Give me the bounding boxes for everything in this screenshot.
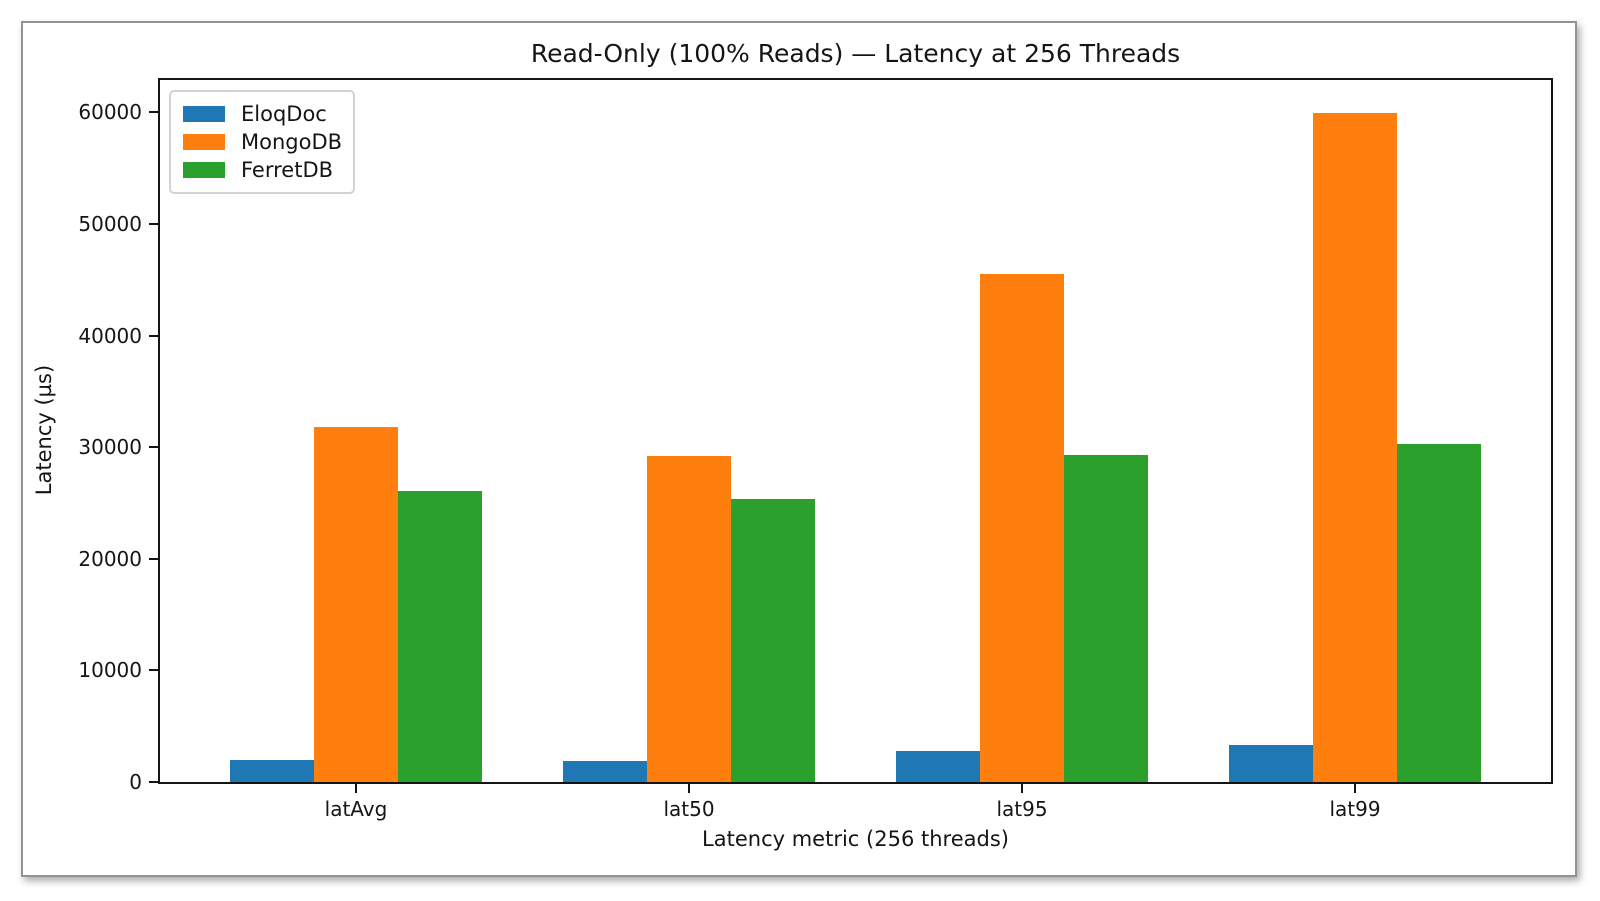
legend-label-ferretdb: FerretDB (241, 158, 334, 182)
y-tick-label-60000: 60000 (78, 100, 142, 124)
plot-area (158, 78, 1553, 784)
legend-item-mongodb: MongoDB (183, 130, 343, 154)
x-axis-label: Latency metric (256 threads) (702, 827, 1009, 851)
y-tick-label-40000: 40000 (78, 324, 142, 348)
y-tick-label-30000: 30000 (78, 435, 142, 459)
y-tick-mark-10000 (149, 669, 158, 671)
y-tick-label-0: 0 (129, 770, 142, 794)
bar-mongodb-latAvg (314, 427, 398, 782)
y-tick-label-10000: 10000 (78, 658, 142, 682)
bar-mongodb-lat99 (1313, 113, 1397, 782)
bar-ferretdb-latAvg (398, 491, 482, 782)
y-tick-mark-0 (149, 781, 158, 783)
bar-eloqdoc-lat99 (1229, 745, 1313, 782)
y-tick-mark-30000 (149, 446, 158, 448)
x-tick-label-latAvg: latAvg (324, 797, 388, 821)
bar-eloqdoc-lat95 (896, 751, 980, 782)
legend-item-eloqdoc: EloqDoc (183, 102, 341, 126)
legend-item-ferretdb: FerretDB (183, 158, 341, 182)
legend-label-eloqdoc: EloqDoc (241, 102, 327, 126)
bar-mongodb-lat95 (980, 274, 1064, 782)
x-tick-mark-lat99 (1354, 784, 1356, 793)
x-tick-label-lat95: lat95 (996, 797, 1048, 821)
x-tick-label-lat99: lat99 (1329, 797, 1381, 821)
bar-mongodb-lat50 (647, 456, 731, 782)
figure-frame: Read-Only (100% Reads) — Latency at 256 … (21, 21, 1577, 877)
legend: EloqDoc MongoDB FerretDB (169, 90, 355, 194)
y-tick-mark-20000 (149, 558, 158, 560)
bar-eloqdoc-latAvg (230, 760, 314, 782)
legend-swatch-mongodb (183, 134, 225, 150)
y-tick-mark-40000 (149, 335, 158, 337)
y-tick-mark-60000 (149, 111, 158, 113)
x-tick-mark-lat50 (688, 784, 690, 793)
legend-label-mongodb: MongoDB (241, 130, 343, 154)
bar-ferretdb-lat95 (1064, 455, 1148, 782)
x-tick-mark-latAvg (355, 784, 357, 793)
y-tick-mark-50000 (149, 223, 158, 225)
x-tick-mark-lat95 (1021, 784, 1023, 793)
legend-swatch-ferretdb (183, 162, 225, 178)
y-tick-label-20000: 20000 (78, 547, 142, 571)
legend-swatch-eloqdoc (183, 106, 225, 122)
bar-ferretdb-lat99 (1397, 444, 1481, 782)
chart-title: Read-Only (100% Reads) — Latency at 256 … (530, 39, 1181, 68)
x-tick-label-lat50: lat50 (663, 797, 715, 821)
bar-eloqdoc-lat50 (563, 761, 647, 782)
y-tick-label-50000: 50000 (78, 212, 142, 236)
bar-ferretdb-lat50 (731, 499, 815, 782)
y-axis-label: Latency (µs) (32, 364, 56, 496)
